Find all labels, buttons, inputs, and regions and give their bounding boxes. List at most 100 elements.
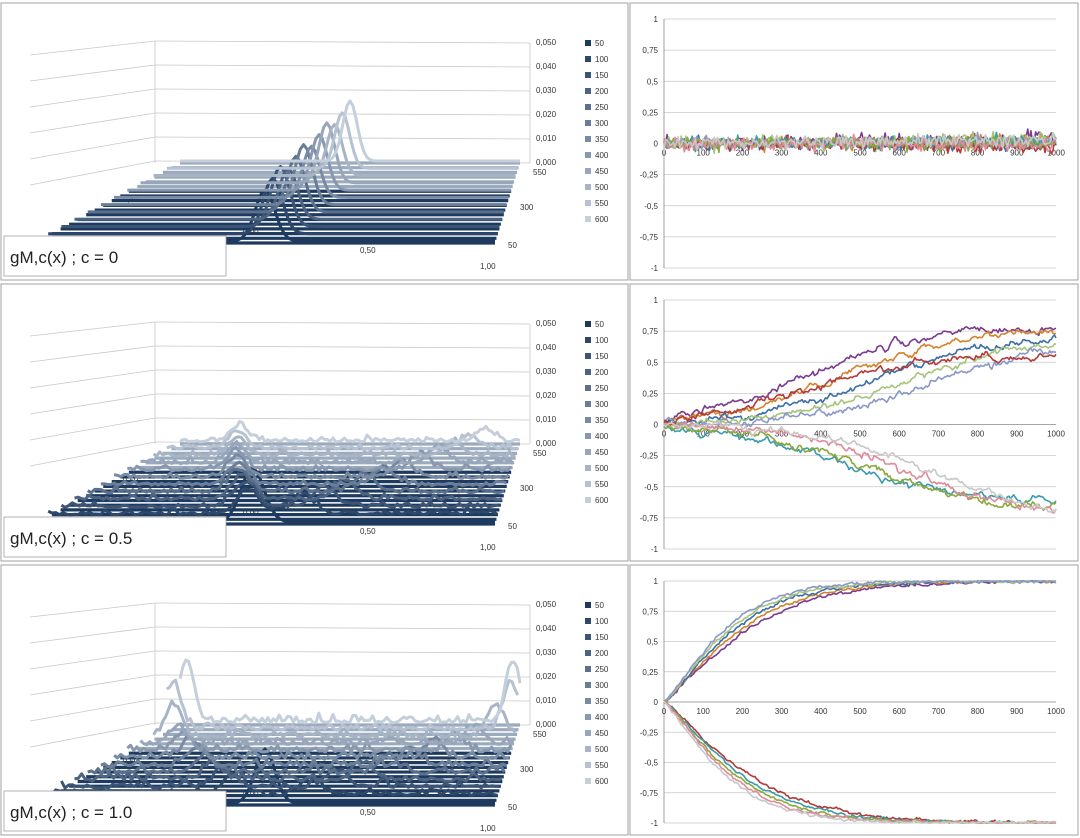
back-gridline <box>154 674 531 678</box>
legend-label: 150 <box>595 352 609 361</box>
legend-swatch <box>585 417 591 423</box>
y-tick-label: -0,75 <box>640 514 659 523</box>
ridge-series-line <box>100 460 507 488</box>
x-tick-label: 500 <box>853 149 867 158</box>
depth-tick-label: 50 <box>508 241 517 250</box>
legend-swatch <box>585 104 591 110</box>
y-tick-label: 0,25 <box>642 108 658 117</box>
legend-swatch <box>585 120 591 126</box>
ridge-series-line <box>152 699 517 739</box>
legend-swatch <box>585 634 591 640</box>
panel-label: gM,c(x) ; c = 1.0 <box>10 803 132 822</box>
legend-swatch <box>585 200 591 206</box>
back-gridline <box>154 321 531 325</box>
x-tick-label: 0,00 <box>243 508 259 517</box>
side-gridline <box>29 345 156 363</box>
side-gridline <box>29 698 156 722</box>
ridge-series-line <box>166 111 518 170</box>
walk-series-line <box>663 350 1057 426</box>
y-tick-label: 0,75 <box>642 327 658 336</box>
legend-swatch <box>585 88 591 94</box>
y-tick-label: -1 <box>651 545 659 554</box>
x-tick-label: 200 <box>736 707 750 716</box>
walk-series-line <box>663 132 1057 153</box>
x-tick-label: 900 <box>1010 149 1024 158</box>
y-tick-label: -0,5 <box>644 202 658 211</box>
legend-swatch <box>585 433 591 439</box>
z-tick-label: 0,050 <box>536 600 557 609</box>
legend-label: 250 <box>595 384 609 393</box>
z-tick-label: 0,030 <box>536 367 557 376</box>
side-gridline <box>29 136 156 160</box>
legend-label: 600 <box>595 215 609 224</box>
x-tick-label: 100 <box>697 430 711 439</box>
side-gridline <box>29 722 156 748</box>
ridge-series-line <box>113 453 510 480</box>
ridge-series-line <box>47 487 499 517</box>
z-tick-label: 0,000 <box>536 158 557 167</box>
back-gridline <box>154 698 531 702</box>
side-gridline <box>29 369 156 389</box>
x-tick-label: 100 <box>697 707 711 716</box>
legend-swatch <box>585 401 591 407</box>
legend-label: 200 <box>595 87 609 96</box>
legend-label: 50 <box>595 601 604 610</box>
panel-label: gM,c(x) ; c = 0 <box>10 248 118 267</box>
x-tick-label: 900 <box>1010 430 1024 439</box>
ridge-series-line <box>114 144 509 199</box>
side-gridline <box>29 321 156 337</box>
panel-label-box <box>3 790 227 832</box>
ridge-series-line <box>179 420 521 444</box>
line-panel-2: 1 0,75 0,5 0,25 0 -0,25 -0,5 -0,75 -1 0 100 200 300 4… <box>629 564 1079 836</box>
legend-label: 300 <box>595 400 609 409</box>
z-tick-label: 0,040 <box>536 343 557 352</box>
walk-series-line <box>663 325 1057 425</box>
legend-swatch <box>585 136 591 142</box>
y-tick-label: 0 <box>654 421 659 430</box>
legend-swatch <box>585 216 591 222</box>
x-tick-label: 100 <box>697 149 711 158</box>
legend-label: 300 <box>595 119 609 128</box>
z-tick-label: 0,030 <box>536 86 557 95</box>
side-gridline <box>29 417 156 441</box>
ridge-series-line <box>100 143 507 207</box>
back-gridline <box>154 64 531 68</box>
ridge-series-line <box>60 480 500 509</box>
depth-tick-label: 300 <box>520 765 534 774</box>
side-gridline <box>29 626 156 644</box>
line-panel-0: 1 0,75 0,5 0,25 0 -0,25 -0,5 -0,75 -1 0 100 200 300 4… <box>629 2 1079 281</box>
legend-label: 100 <box>595 336 609 345</box>
y-tick-label: 0,75 <box>642 46 658 55</box>
x-tick-label: 1000 <box>1047 149 1065 158</box>
legend-swatch <box>585 321 591 327</box>
panel-label-box <box>3 516 227 558</box>
x-tick-label: 700 <box>932 149 946 158</box>
x-tick-label: 0,50 <box>360 527 376 536</box>
legend-label: 350 <box>595 135 609 144</box>
x-tick-label: 0,50 <box>360 808 376 817</box>
x-tick-label: 700 <box>932 707 946 716</box>
legend-swatch <box>585 184 591 190</box>
y-tick-label: -0,25 <box>640 452 659 461</box>
ridge-series-line <box>48 176 498 236</box>
legend-swatch <box>585 40 591 46</box>
panel-label-box <box>3 235 227 277</box>
y-tick-label: -0,75 <box>640 789 659 798</box>
legend-label: 500 <box>595 183 609 192</box>
legend-label: 150 <box>595 633 609 642</box>
legend-swatch <box>585 762 591 768</box>
z-tick-label: 0,000 <box>536 439 557 448</box>
side-gridline <box>29 160 156 186</box>
z-tick-label: 0,050 <box>536 38 557 47</box>
ridge-series-line <box>140 440 515 466</box>
y-tick-label: 1 <box>654 296 659 305</box>
depth-tick-label: 50 <box>508 803 517 812</box>
legend-swatch <box>585 449 591 455</box>
z-tick-label: 0,010 <box>536 134 557 143</box>
z-tick-label: 0,020 <box>536 672 557 681</box>
legend-label: 350 <box>595 416 609 425</box>
y-tick-label: 0,25 <box>642 668 658 677</box>
legend-label: 550 <box>595 761 609 770</box>
y-tick-label: 1 <box>654 15 659 24</box>
walk-series-line <box>663 347 1057 430</box>
